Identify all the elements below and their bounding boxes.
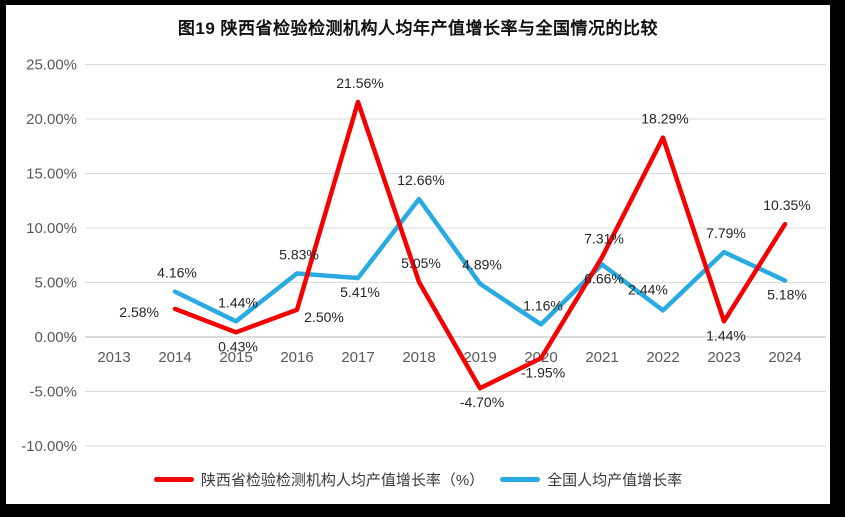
legend-label-shaanxi: 陕西省检验检测机构人均产值增长率（%） xyxy=(200,472,485,489)
chart-legend: 陕西省检验检测机构人均产值增长率（%） 全国人均产值增长率 xyxy=(6,469,830,490)
chart-panel: 图19 陕西省检验检测机构人均年产值增长率与全国情况的比较 25.00% 20.0… xyxy=(6,5,830,504)
data-label-national-2021: 6.66% xyxy=(584,270,624,286)
x-axis-tick-label: 2023 xyxy=(707,349,740,366)
y-axis-tick-label: 0.00% xyxy=(34,329,77,346)
x-axis-tick-label: 2019 xyxy=(463,349,496,366)
data-label-national-2014: 4.16% xyxy=(157,265,197,281)
data-label-national-2017: 5.41% xyxy=(340,284,380,300)
data-label-shaanxi-2019: -4.70% xyxy=(460,394,504,410)
x-axis-tick-label: 2024 xyxy=(768,349,801,366)
x-axis-tick-label: 2022 xyxy=(646,349,679,366)
y-axis-tick-label: -5.00% xyxy=(29,384,77,401)
data-label-shaanxi-2020: -1.95% xyxy=(521,364,565,380)
legend-label-national: 全国人均产值增长率 xyxy=(547,472,683,489)
chart-title: 图19 陕西省检验检测机构人均年产值增长率与全国情况的比较 xyxy=(177,19,659,38)
data-label-shaanxi-2016: 2.50% xyxy=(304,309,344,325)
x-axis-tick-label: 2014 xyxy=(158,349,191,366)
data-label-shaanxi-2015: 0.43% xyxy=(218,338,258,354)
data-label-shaanxi-2022: 18.29% xyxy=(641,111,688,127)
data-label-national-2024: 5.18% xyxy=(767,287,807,303)
series-line-shaanxi xyxy=(172,99,788,391)
legend-item-shaanxi: 陕西省检验检测机构人均产值增长率（%） xyxy=(153,469,485,490)
y-axis-tick-label: -10.00% xyxy=(21,438,77,455)
y-axis-tick-label: 5.00% xyxy=(34,275,77,292)
y-axis-tick-label: 15.00% xyxy=(26,166,77,183)
x-axis-tick-label: 2013 xyxy=(97,349,130,366)
data-label-shaanxi-2014: 2.58% xyxy=(119,304,159,320)
data-label-national-2022: 2.44% xyxy=(628,281,668,297)
y-axis-tick-label: 10.00% xyxy=(26,220,77,237)
data-label-national-2020: 1.16% xyxy=(523,297,563,313)
x-axis-tick-label: 2016 xyxy=(280,349,313,366)
legend-line-swatch-shaanxi xyxy=(153,477,194,482)
x-axis-tick-label: 2021 xyxy=(585,349,618,366)
data-label-national-2016: 5.83% xyxy=(279,246,319,262)
data-label-shaanxi-2021: 7.31% xyxy=(584,230,624,246)
x-axis-tick-label: 2017 xyxy=(341,349,374,366)
data-label-shaanxi-2024: 10.35% xyxy=(763,197,810,213)
data-label-national-2015: 1.44% xyxy=(218,294,258,310)
series-line-national xyxy=(172,196,788,327)
y-axis-tick-label: 20.00% xyxy=(26,111,77,128)
data-label-national-2023: 7.79% xyxy=(706,225,746,241)
data-label-national-2019: 4.89% xyxy=(462,257,502,273)
y-axis-tick-label: 25.00% xyxy=(26,57,77,74)
x-axis-tick-label: 2018 xyxy=(402,349,435,366)
legend-line-swatch-national xyxy=(500,477,541,482)
data-label-shaanxi-2023: 1.44% xyxy=(706,327,746,343)
chart-canvas: 25.00% 20.00% 15.00% 10.00% 5.00% 0.00% -5.00%… xyxy=(21,57,826,455)
legend-item-national: 全国人均产值增长率 xyxy=(500,469,682,490)
data-label-shaanxi-2017: 21.56% xyxy=(336,75,383,91)
data-label-shaanxi-2018: 5.05% xyxy=(401,255,441,271)
x-axis-tick-label: 2015 xyxy=(219,349,252,366)
data-label-national-2018: 12.66% xyxy=(397,172,444,188)
